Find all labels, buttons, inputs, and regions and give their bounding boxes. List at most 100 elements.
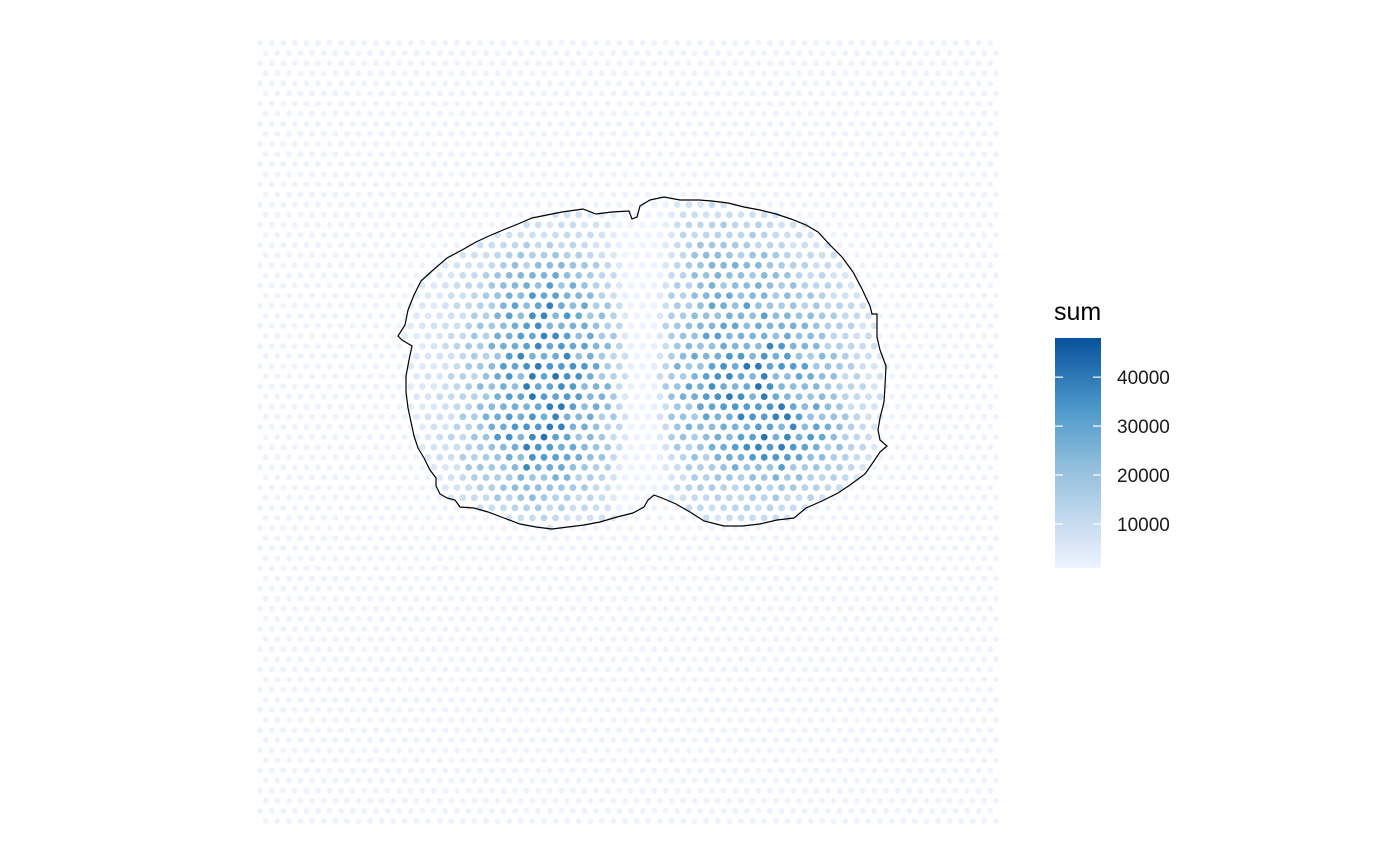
spot <box>500 525 507 531</box>
spot <box>407 707 414 713</box>
spot <box>772 555 779 562</box>
spot <box>448 676 455 683</box>
spot <box>673 484 681 491</box>
spot <box>778 545 785 552</box>
spot <box>593 747 599 754</box>
spot <box>883 464 889 471</box>
spot <box>912 656 918 663</box>
spot <box>622 656 628 663</box>
spot <box>448 50 455 56</box>
spot <box>326 525 333 531</box>
spot <box>917 787 924 794</box>
spot <box>697 80 704 87</box>
spot <box>344 474 350 481</box>
spot <box>662 362 670 370</box>
spot <box>749 797 756 804</box>
spot <box>755 362 762 370</box>
spot <box>987 343 994 349</box>
spot <box>402 413 408 420</box>
spot <box>303 302 310 309</box>
spot <box>546 141 553 147</box>
spot <box>274 312 281 319</box>
spot <box>720 383 727 390</box>
spot <box>274 413 281 420</box>
spot <box>900 70 907 77</box>
spot <box>616 585 623 592</box>
spot <box>286 292 292 299</box>
spot <box>500 40 507 46</box>
spot <box>332 393 339 400</box>
spot <box>320 454 327 461</box>
spot <box>929 767 936 774</box>
spot <box>523 302 530 310</box>
spot <box>790 40 797 46</box>
spot <box>923 50 930 56</box>
spot <box>390 50 397 56</box>
spot <box>871 767 878 774</box>
spot <box>378 777 385 784</box>
spot <box>900 232 907 238</box>
spot <box>315 222 321 228</box>
spot <box>280 282 287 289</box>
spot <box>738 70 744 77</box>
spot <box>599 656 605 663</box>
spot <box>674 686 681 693</box>
spot <box>390 272 397 279</box>
spot <box>923 292 930 299</box>
spot <box>888 50 895 56</box>
spot <box>714 818 721 824</box>
spot <box>709 808 715 814</box>
spot <box>714 717 721 723</box>
spot <box>825 605 831 612</box>
spot <box>709 565 715 572</box>
spot <box>512 727 518 733</box>
spot <box>969 696 976 703</box>
spot <box>500 504 507 512</box>
spot <box>877 676 883 683</box>
spot <box>981 575 988 582</box>
spot <box>494 696 501 703</box>
spot <box>807 433 814 441</box>
spot <box>349 181 356 188</box>
spot <box>257 80 263 87</box>
spot <box>471 171 478 178</box>
spot <box>929 141 936 147</box>
spot <box>465 585 472 592</box>
spot <box>483 131 489 137</box>
spot <box>552 171 559 178</box>
spot <box>431 262 437 269</box>
spot <box>303 363 310 370</box>
spot <box>534 241 542 249</box>
spot <box>975 727 982 733</box>
spot <box>291 80 298 87</box>
spot <box>975 262 982 269</box>
spot <box>807 110 814 117</box>
spot <box>726 535 733 541</box>
spot <box>987 747 994 754</box>
spot <box>598 413 606 421</box>
spot <box>673 362 681 370</box>
spot <box>662 545 669 552</box>
spot <box>726 393 733 400</box>
spot <box>888 575 895 582</box>
spot <box>506 151 513 158</box>
spot <box>459 555 466 562</box>
spot <box>726 413 733 421</box>
spot <box>859 403 867 411</box>
spot <box>709 707 715 713</box>
spot <box>628 545 634 552</box>
spot <box>900 717 907 723</box>
spot <box>702 332 710 340</box>
spot <box>349 302 356 309</box>
spot <box>836 787 843 794</box>
spot <box>303 181 310 188</box>
spot <box>830 393 838 400</box>
spot <box>825 80 831 87</box>
spot <box>906 666 912 673</box>
spot <box>297 818 304 824</box>
spot <box>534 403 542 411</box>
spot <box>888 616 895 622</box>
spot <box>836 545 843 552</box>
spot <box>697 707 704 713</box>
spot <box>552 696 559 703</box>
